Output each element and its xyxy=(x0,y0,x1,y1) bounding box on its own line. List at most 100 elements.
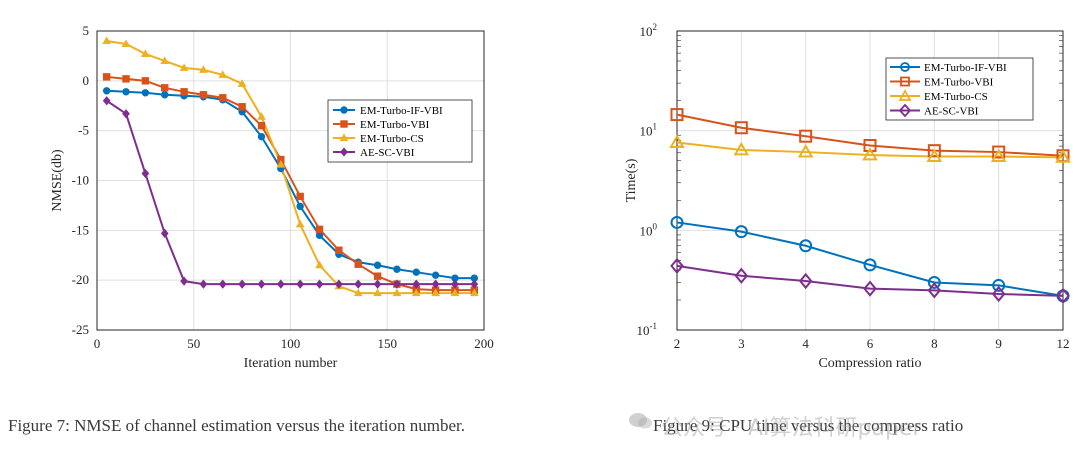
data-point xyxy=(219,94,227,102)
data-point xyxy=(121,39,131,48)
legend-entry: EM-Turbo-CS xyxy=(924,91,988,103)
data-point xyxy=(199,279,208,289)
data-point xyxy=(180,88,188,96)
data-point xyxy=(296,192,304,201)
y-tick-label: 10-1 xyxy=(637,321,658,338)
legend-entry: EM-Turbo-IF-VBI xyxy=(360,105,443,117)
data-point xyxy=(799,239,813,253)
x-tick-label: 100 xyxy=(281,336,301,351)
data-point xyxy=(734,121,748,135)
data-point xyxy=(990,148,1007,162)
x-tick-label: 200 xyxy=(474,336,494,351)
data-point xyxy=(412,279,421,289)
data-point xyxy=(315,279,324,289)
x-tick-label: 2 xyxy=(674,336,681,351)
data-point xyxy=(102,87,111,95)
legend-entry: EM-Turbo-VBI xyxy=(360,119,430,131)
data-point xyxy=(670,215,684,229)
data-point xyxy=(411,288,421,297)
data-point xyxy=(734,267,749,284)
legend-marker xyxy=(898,103,912,118)
data-point xyxy=(992,278,1006,292)
data-point xyxy=(122,88,130,96)
legend-marker xyxy=(340,120,348,128)
y-axis-label: Time(s) xyxy=(624,158,639,202)
x-tick-label: 9 xyxy=(995,336,1002,351)
data-point xyxy=(470,279,479,289)
data-point xyxy=(335,279,343,289)
data-point xyxy=(218,279,227,289)
data-point xyxy=(373,288,382,297)
data-point xyxy=(863,138,877,152)
data-point xyxy=(257,121,266,130)
y-tick-label: -20 xyxy=(72,272,89,287)
legend-marker xyxy=(340,147,348,157)
legend-marker xyxy=(900,62,910,72)
data-point xyxy=(670,108,684,122)
data-point xyxy=(140,49,150,57)
x-tick-label: 6 xyxy=(867,336,874,351)
data-point xyxy=(315,231,324,240)
data-point xyxy=(927,275,941,289)
data-point xyxy=(733,141,750,156)
legend-entry: EM-Turbo-IF-VBI xyxy=(924,62,1007,74)
data-point xyxy=(315,225,324,234)
data-point xyxy=(799,129,813,143)
watermark: 公众号 · AI算法科研paper xyxy=(628,410,922,442)
legend-entry: AE-SC-VBI xyxy=(360,147,415,159)
data-point xyxy=(160,56,170,64)
x-tick-label: 50 xyxy=(187,336,200,351)
legend-entry: EM-Turbo-VBI xyxy=(924,77,994,89)
data-point xyxy=(926,148,943,162)
y-tick-label: 0 xyxy=(83,73,90,88)
legend-entry: EM-Turbo-CS xyxy=(360,133,424,145)
legend-marker xyxy=(340,106,348,114)
data-point xyxy=(102,96,111,106)
data-point xyxy=(927,144,941,158)
cpu-time-chart: 2 3 4 6 8 9 12 10-1 100 101 102 Compression ratio Ti… xyxy=(624,22,1070,371)
data-point xyxy=(122,75,130,83)
cpu-plot-frame xyxy=(676,30,1064,331)
data-point xyxy=(373,272,382,280)
y-tick-label: 102 xyxy=(640,22,658,39)
data-point xyxy=(218,70,228,78)
data-point xyxy=(257,279,266,289)
data-point xyxy=(669,134,685,148)
data-point xyxy=(161,91,169,99)
data-point xyxy=(257,112,266,120)
data-point xyxy=(1056,287,1070,305)
data-point xyxy=(238,103,246,111)
y-axis-label: NMSE(db) xyxy=(50,149,65,212)
data-point xyxy=(237,79,247,87)
wechat-icon xyxy=(628,413,654,439)
data-point xyxy=(141,77,150,85)
data-point xyxy=(373,279,382,289)
data-point xyxy=(296,202,304,211)
data-point xyxy=(353,288,363,297)
data-point xyxy=(257,132,266,141)
y-tick-label: -25 xyxy=(72,322,89,337)
data-point xyxy=(431,288,441,297)
data-point xyxy=(431,271,440,279)
data-point xyxy=(431,279,440,289)
data-point xyxy=(199,91,208,99)
data-point xyxy=(102,73,111,81)
data-point xyxy=(276,160,286,168)
y-tick-label: -15 xyxy=(72,222,89,237)
series-line xyxy=(676,221,1064,297)
data-point xyxy=(373,261,382,269)
data-point xyxy=(863,258,877,272)
series-line xyxy=(676,264,1064,297)
y-tick-label: -5 xyxy=(78,123,89,138)
data-point xyxy=(412,268,420,276)
data-point xyxy=(393,265,401,273)
data-point xyxy=(450,288,460,297)
data-point xyxy=(1055,149,1071,163)
data-point xyxy=(141,89,150,97)
y-tick-label: 5 xyxy=(83,23,90,38)
y-tick-label: 101 xyxy=(640,122,658,139)
y-tick-label: 100 xyxy=(640,221,658,238)
data-point xyxy=(863,280,877,297)
